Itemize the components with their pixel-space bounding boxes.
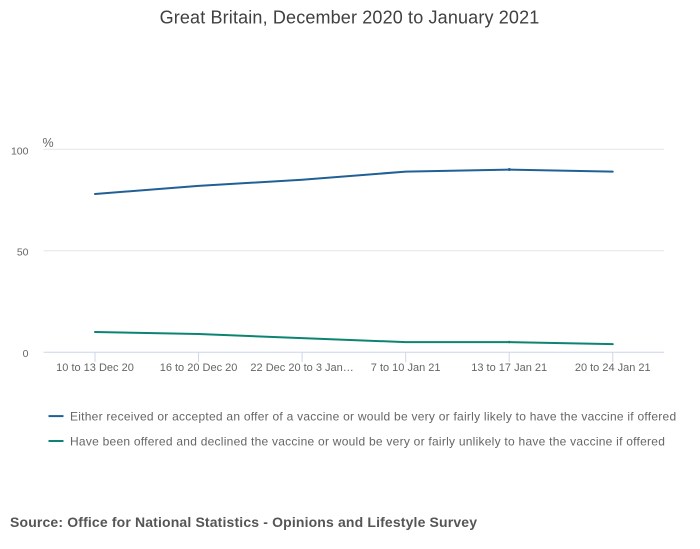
svg-text:Source: Office for National St: Source: Office for National Statistics -… [10, 514, 477, 530]
svg-text:100: 100 [11, 146, 29, 158]
svg-text:16 to 20 Dec 20: 16 to 20 Dec 20 [160, 362, 238, 374]
svg-text:50: 50 [17, 247, 29, 259]
svg-text:7 to 10 Jan 21: 7 to 10 Jan 21 [371, 362, 441, 374]
svg-text:0: 0 [23, 348, 29, 360]
svg-text:Have been offered and declined: Have been offered and declined the vacci… [70, 435, 665, 449]
svg-text:13 to 17 Jan 21: 13 to 17 Jan 21 [471, 362, 547, 374]
svg-text:%: % [43, 136, 54, 150]
svg-text:Great Britain, December 2020 t: Great Britain, December 2020 to January … [160, 8, 540, 28]
svg-text:Either received or accepted an: Either received or accepted an offer of … [70, 410, 676, 424]
svg-text:20 to 24 Jan 21: 20 to 24 Jan 21 [575, 362, 651, 374]
svg-text:10 to 13 Dec 20: 10 to 13 Dec 20 [56, 362, 134, 374]
svg-text:22 Dec 20 to 3 Jan…: 22 Dec 20 to 3 Jan… [250, 362, 353, 374]
